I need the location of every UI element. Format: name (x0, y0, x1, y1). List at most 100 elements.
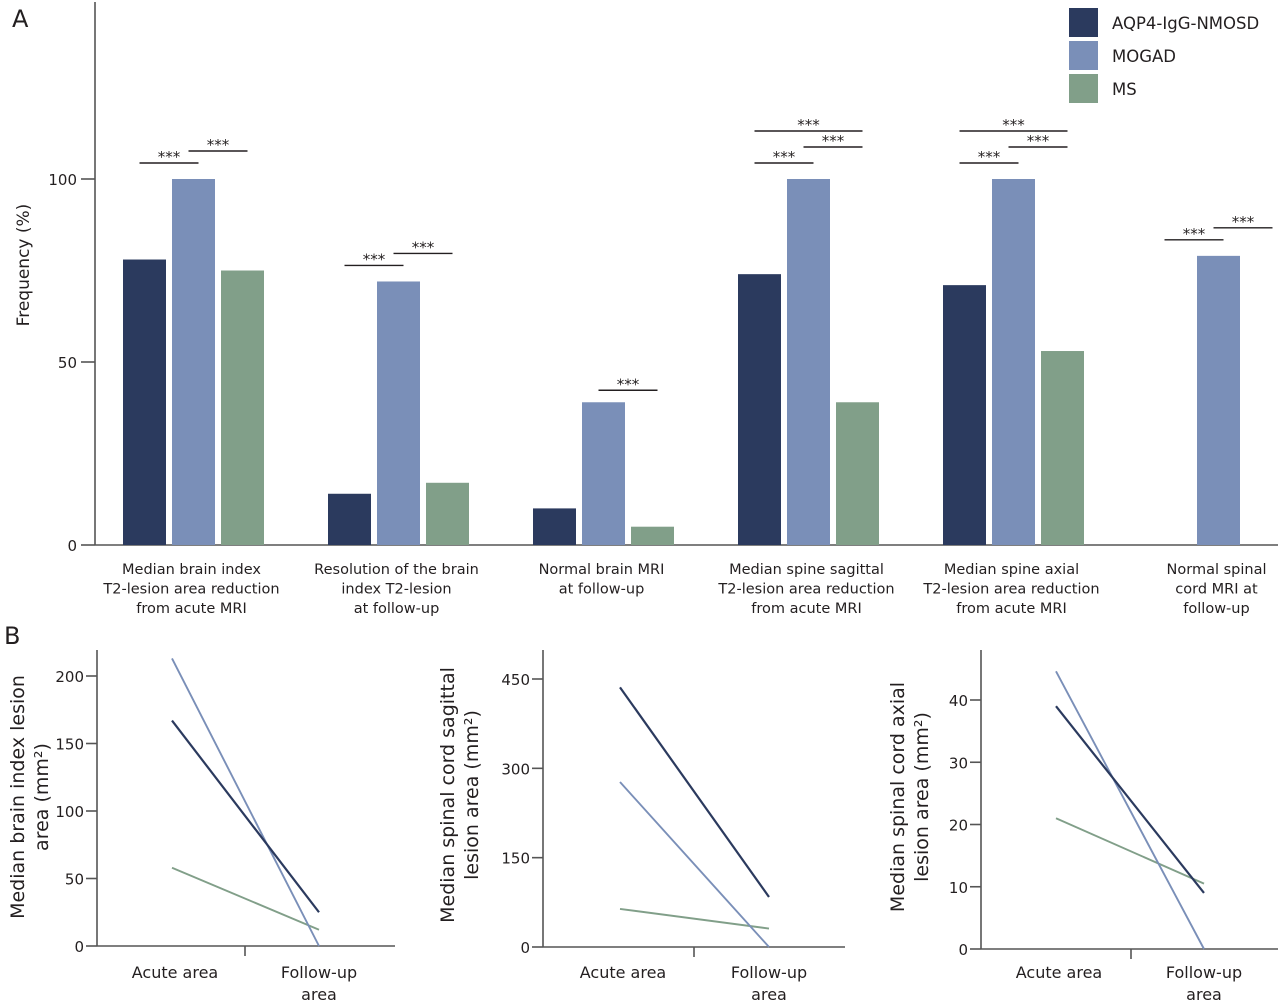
series-line-ms (171, 866, 320, 931)
series-line-mogad (171, 658, 320, 947)
series-line-aqp4-igg-nmosd (1055, 705, 1205, 894)
significance-label: *** (1183, 225, 1206, 243)
panel-label-a: A (12, 5, 29, 33)
significance-label: *** (1232, 213, 1255, 231)
y-tick-label: 150 (55, 736, 84, 754)
x-category-label: from acute MRI (956, 601, 1066, 617)
bar-mogad-cat4 (787, 179, 830, 545)
panel-a-bar-chart: 0 50 100 Frequency (%) Median brain index T2-… (14, 2, 1278, 617)
y-tick-label: 100 (48, 171, 77, 189)
y-tick-label: 10 (949, 879, 968, 897)
legend-swatch-mogad (1069, 41, 1098, 70)
y-tick-label: 150 (501, 850, 530, 868)
x-category-label: Resolution of the brain (314, 562, 479, 578)
bar-ms-cat1 (221, 270, 264, 545)
series-line-aqp4-igg-nmosd (171, 719, 320, 913)
y-tick-label: 0 (67, 537, 77, 555)
panel-label-b: B (4, 622, 20, 650)
bar-ms-cat3 (631, 526, 674, 545)
legend-swatch-ms (1069, 74, 1098, 103)
series-line-mogad (619, 781, 770, 948)
bar-aqp4-igg-nmosd-cat2 (328, 493, 371, 545)
y-tick-label: 50 (65, 871, 84, 889)
x-category-label: Normal spinal (1167, 562, 1267, 578)
x-category-label: index T2-lesion (341, 582, 451, 598)
legend: AQP4-IgG-NMOSD MOGAD MS (1069, 8, 1259, 103)
significance-label: *** (617, 375, 640, 393)
x-category-label: Follow-up (731, 963, 807, 982)
significance-label: *** (1027, 132, 1050, 150)
y-tick-label: 450 (501, 671, 530, 689)
x-category-label: follow-up (1183, 601, 1249, 617)
panel-b2-line-chart: 0 150 300 450 Acute area Follow-up area Median … (437, 650, 845, 1003)
y-tick-label: 0 (958, 941, 968, 959)
y-tick-label: 0 (74, 938, 84, 956)
bar-aqp4-igg-nmosd-cat5 (943, 285, 986, 545)
y-tick-label: 20 (949, 817, 968, 835)
series-line-mogad (1055, 670, 1205, 950)
significance-label: *** (822, 132, 845, 150)
bar-aqp4-igg-nmosd-cat3 (533, 508, 576, 545)
legend-label: MOGAD (1112, 47, 1176, 66)
x-category-label: Follow-up (281, 963, 357, 982)
x-category-label: T2-lesion area reduction (102, 582, 279, 598)
legend-label: MS (1112, 80, 1137, 99)
significance-label: *** (158, 148, 181, 166)
series-line-ms (619, 907, 770, 930)
x-category-label: from acute MRI (136, 601, 246, 617)
series-line-aqp4-igg-nmosd (619, 686, 770, 898)
panel-b3-line-chart: 0 10 20 30 40 Acute area Follow-up area Median s… (887, 650, 1278, 1003)
x-category-label: Median spine axial (944, 562, 1079, 578)
legend-label: AQP4-IgG-NMOSD (1112, 14, 1259, 33)
y-tick-label: 30 (949, 754, 968, 772)
bar-aqp4-igg-nmosd-cat1 (123, 259, 166, 545)
x-category-label: cord MRI at (1175, 582, 1258, 598)
series-line-ms (1055, 817, 1205, 885)
x-category-label: at follow-up (354, 601, 440, 617)
y-tick-label: 100 (55, 803, 84, 821)
bar-aqp4-igg-nmosd-cat4 (738, 274, 781, 545)
y-tick-label: 0 (520, 939, 530, 957)
y-axis-title: lesion area (mm²) (461, 710, 483, 880)
x-category-label: at follow-up (559, 582, 645, 598)
y-axis-title: Frequency (%) (14, 204, 34, 327)
bar-mogad-cat2 (377, 281, 420, 545)
y-axis-title: Median spinal cord sagittal (437, 667, 459, 923)
legend-swatch-aqp4-igg-nmosd (1069, 8, 1098, 37)
significance-label: *** (797, 116, 820, 134)
significance-label: *** (1002, 116, 1025, 134)
x-category-label: T2-lesion area reduction (922, 582, 1099, 598)
bar-mogad-cat6 (1197, 255, 1240, 546)
bar-mogad-cat1 (172, 179, 215, 545)
bar-ms-cat4 (836, 402, 879, 545)
y-axis-title: lesion area (mm²) (911, 712, 933, 882)
y-axis-title: area (mm²) (31, 743, 53, 851)
x-category-label: Median brain index (122, 562, 261, 578)
significance-label: *** (978, 148, 1001, 166)
x-category-label: Median spine sagittal (729, 562, 884, 578)
y-tick-label: 40 (949, 692, 968, 710)
x-category-label: area (751, 985, 787, 1003)
significance-label: *** (207, 136, 230, 154)
significance-label: *** (363, 250, 386, 268)
x-category-label: Follow-up (1166, 963, 1242, 982)
x-category-label: T2-lesion area reduction (717, 582, 894, 598)
panel-b1-line-chart: 0 50 100 150 200 Acute area Follow-up area Media… (7, 650, 395, 1003)
x-category-label: Acute area (132, 963, 218, 982)
y-tick-label: 300 (501, 760, 530, 778)
bar-ms-cat5 (1041, 351, 1084, 545)
x-category-label: Acute area (1016, 963, 1102, 982)
y-tick-label: 200 (55, 668, 84, 686)
bar-mogad-cat5 (992, 179, 1035, 545)
y-axis-title: Median spinal cord axial (887, 682, 909, 912)
x-category-label: area (1186, 985, 1222, 1003)
y-tick-label: 50 (58, 354, 77, 372)
bar-ms-cat2 (426, 482, 469, 545)
x-category-label: Acute area (580, 963, 666, 982)
bar-mogad-cat3 (582, 402, 625, 545)
x-category-label: area (301, 985, 337, 1003)
significance-label: *** (773, 148, 796, 166)
significance-label: *** (412, 238, 435, 256)
y-axis-title: Median brain index lesion (7, 675, 29, 919)
